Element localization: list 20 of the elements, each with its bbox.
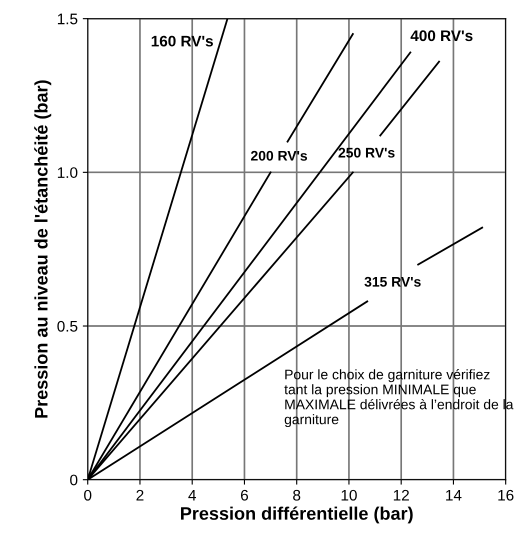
x-tick-label: 0 [84, 490, 92, 501]
x-tick-label: 8 [293, 490, 300, 501]
x-tick-label: 12 [394, 490, 409, 500]
x-tick-label: 16 [498, 490, 514, 501]
y-tick-label: 0 [70, 474, 78, 486]
y-tick-label: 1.5 [58, 14, 78, 24]
x-tick-label: 4 [188, 490, 196, 500]
series-label: 200 RV's [250, 150, 308, 161]
series-label: 400 RV's [410, 30, 473, 42]
y-tick-label: 0.5 [57, 320, 78, 332]
y-axis-title: Pression au niveau de l'étanchéité (bar) [34, 80, 52, 418]
x-tick-label: 14 [446, 490, 462, 500]
series-label: 160 RV's [152, 36, 213, 47]
x-tick-label: 2 [136, 490, 144, 500]
series-label: 315 RV's [364, 276, 421, 287]
x-tick-label: 6 [240, 490, 248, 501]
y-tick-label: 1.0 [58, 167, 78, 178]
x-axis-title: Pression différentielle (bar) [181, 506, 413, 524]
series-label: 250 RV's [338, 148, 395, 158]
x-tick-label: 10 [342, 490, 357, 501]
